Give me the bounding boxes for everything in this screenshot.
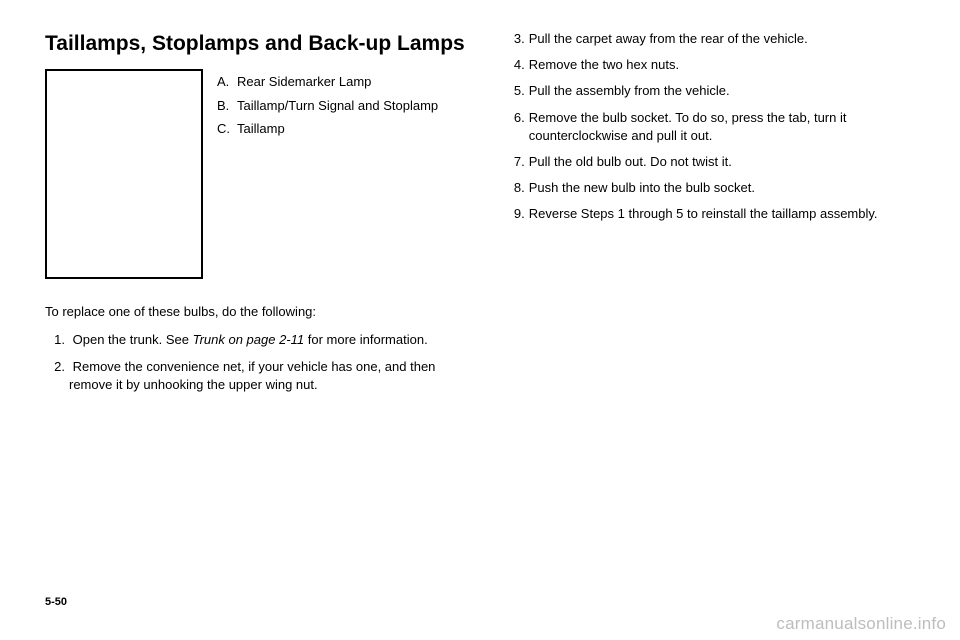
right-column: Pull the carpet away from the rear of th… xyxy=(505,30,915,402)
steps-list-right: Pull the carpet away from the rear of th… xyxy=(505,30,915,224)
step-item: Pull the old bulb out. Do not twist it. xyxy=(505,153,915,171)
step-item: Remove the convenience net, if your vehi… xyxy=(45,358,475,394)
figure-legend: A. Rear Sidemarker Lamp B. Taillamp/Turn… xyxy=(217,69,438,144)
step-reference: Trunk on page 2-11 xyxy=(193,332,305,347)
legend-letter: C. xyxy=(217,120,237,138)
left-column: Taillamps, Stoplamps and Back-up Lamps A… xyxy=(45,30,475,402)
step-text: Remove the two hex nuts. xyxy=(529,57,679,72)
step-item: Pull the assembly from the vehicle. xyxy=(505,82,915,100)
legend-letter: B. xyxy=(217,97,237,115)
figure-placeholder xyxy=(45,69,203,279)
step-text: Remove the bulb socket. To do so, press … xyxy=(529,110,847,143)
step-item: Pull the carpet away from the rear of th… xyxy=(505,30,915,48)
step-text: Reverse Steps 1 through 5 to reinstall t… xyxy=(529,206,878,221)
steps-list-left: Open the trunk. See Trunk on page 2-11 f… xyxy=(45,331,475,394)
legend-letter: A. xyxy=(217,73,237,91)
step-text: for more information. xyxy=(304,332,428,347)
step-item: Remove the bulb socket. To do so, press … xyxy=(505,109,915,145)
legend-item: C. Taillamp xyxy=(217,120,438,138)
step-text: Remove the convenience net, if your vehi… xyxy=(69,359,435,392)
step-item: Reverse Steps 1 through 5 to reinstall t… xyxy=(505,205,915,223)
step-text: Pull the old bulb out. Do not twist it. xyxy=(529,154,732,169)
step-text: Open the trunk. See xyxy=(73,332,193,347)
step-item: Push the new bulb into the bulb socket. xyxy=(505,179,915,197)
step-item: Remove the two hex nuts. xyxy=(505,56,915,74)
legend-text: Taillamp/Turn Signal and Stoplamp xyxy=(237,97,438,115)
step-text: Push the new bulb into the bulb socket. xyxy=(529,180,755,195)
legend-item: A. Rear Sidemarker Lamp xyxy=(217,73,438,91)
legend-text: Rear Sidemarker Lamp xyxy=(237,73,438,91)
manual-page: Taillamps, Stoplamps and Back-up Lamps A… xyxy=(0,0,960,422)
section-heading: Taillamps, Stoplamps and Back-up Lamps xyxy=(45,30,475,57)
page-number: 5-50 xyxy=(45,596,67,608)
intro-text: To replace one of these bulbs, do the fo… xyxy=(45,303,475,321)
figure-row: A. Rear Sidemarker Lamp B. Taillamp/Turn… xyxy=(45,69,475,279)
step-text: Pull the assembly from the vehicle. xyxy=(529,83,730,98)
step-item: Open the trunk. See Trunk on page 2-11 f… xyxy=(45,331,475,349)
legend-text: Taillamp xyxy=(237,120,438,138)
step-text: Pull the carpet away from the rear of th… xyxy=(529,31,808,46)
watermark: carmanualsonline.info xyxy=(776,614,946,634)
legend-item: B. Taillamp/Turn Signal and Stoplamp xyxy=(217,97,438,115)
